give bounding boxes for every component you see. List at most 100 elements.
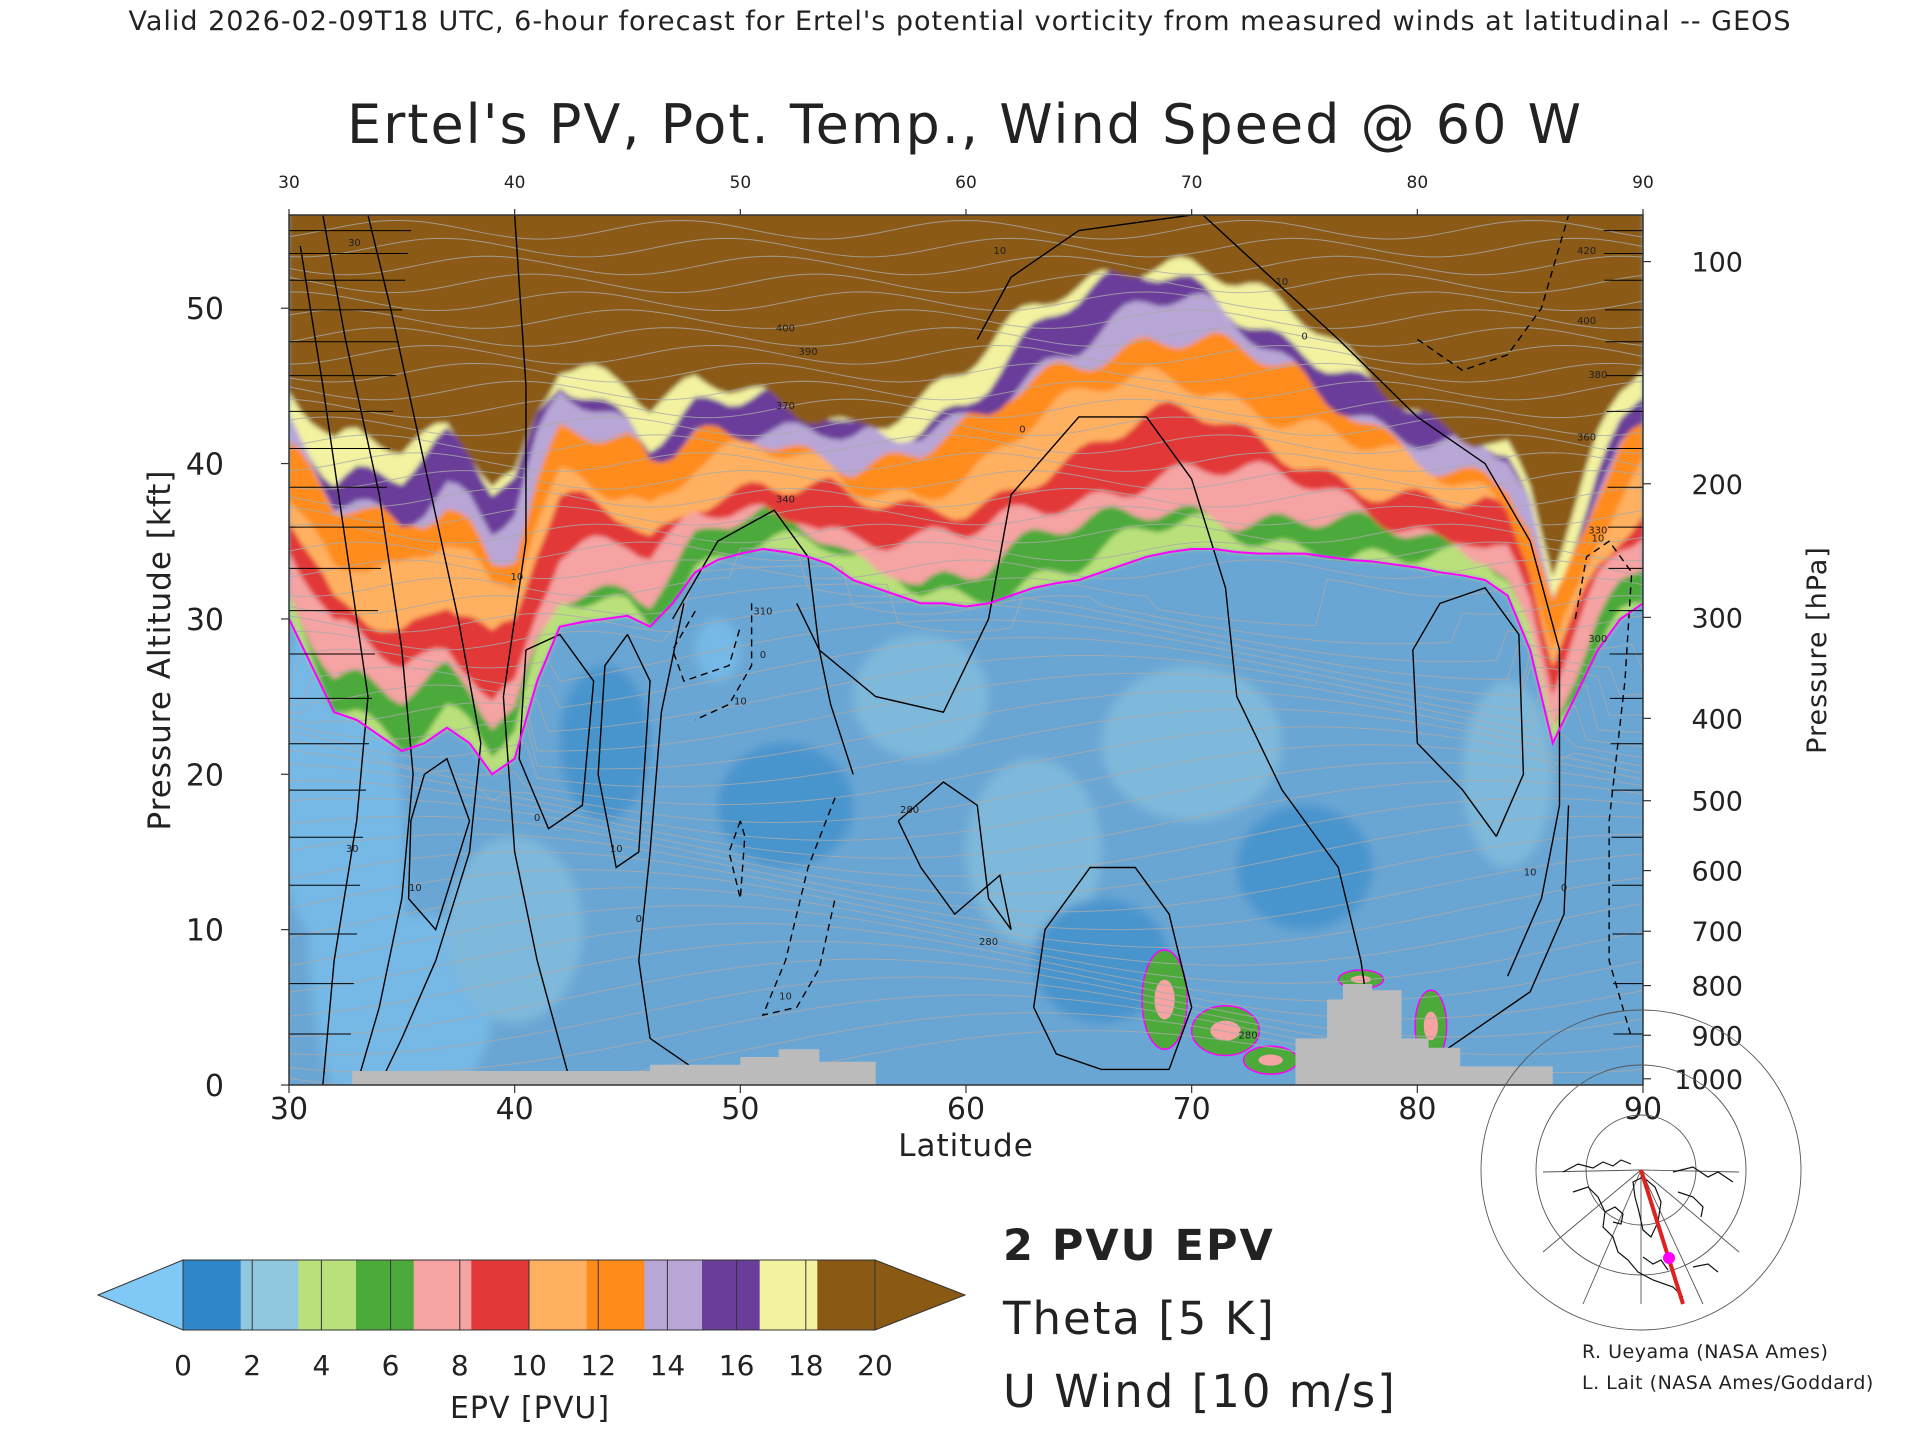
- contour-labels: 10 30 30 10 0 10 0 10 0 10 0 10 0 10 0 10 10 400 390 370 340…: [346, 238, 1608, 1041]
- theta-contour: [289, 708, 1643, 788]
- theta-contour-label: 380: [1588, 370, 1607, 381]
- colorbar-tick-label: 4: [312, 1349, 330, 1382]
- theta-contour: [289, 940, 1643, 1020]
- theta-contour: [289, 601, 1643, 681]
- theta-contour: [289, 780, 1643, 859]
- wind-contour-label: 0: [1561, 883, 1567, 894]
- theta-contour-label: 300: [1588, 634, 1607, 645]
- pressure-tick-label: 600: [1691, 857, 1743, 888]
- theta-contour: [289, 619, 1643, 697]
- wind-contour: [1202, 215, 1561, 977]
- colorbar-under-arrow: [96, 1259, 184, 1331]
- theta-contour: [289, 797, 1643, 877]
- map-meridian: [1640, 1169, 1704, 1305]
- wind-contour-negative: [1416, 215, 1570, 372]
- y-tick-label: 40: [186, 448, 224, 483]
- theta-contour: [289, 922, 1643, 1002]
- theta-contour: [289, 309, 1643, 329]
- troposphere-patch: [446, 836, 583, 1023]
- colorbar-tick-label: 20: [857, 1349, 893, 1382]
- theta-contour-label: 340: [776, 494, 795, 505]
- pv-blob-core: [1350, 975, 1372, 984]
- troposphere-patch: [1462, 681, 1553, 868]
- theta-contour: [289, 219, 1643, 240]
- x-tick-label: 30: [270, 1092, 308, 1127]
- locator-map: [1480, 1009, 1802, 1331]
- pv-blob-core: [1210, 1020, 1241, 1041]
- wind-contour: [407, 757, 471, 932]
- wind-contour: [638, 603, 696, 1071]
- pv-blob-core: [1258, 1054, 1283, 1066]
- colorbar-segment: [240, 1260, 299, 1330]
- wind-contour: [672, 416, 1373, 1039]
- colorbar-tick-label: 0: [174, 1349, 192, 1382]
- colorbar-segment: [702, 1260, 761, 1330]
- wind-contour-label: 10: [734, 696, 747, 707]
- pressure-ticks-inner: [289, 215, 1643, 1085]
- x-top-tick-label: 70: [1181, 173, 1203, 193]
- map-coastlines: [1562, 1159, 1734, 1298]
- cross-section-line: [1639, 1169, 1685, 1305]
- theta-contour: [289, 833, 1643, 913]
- y-tick-label: 10: [186, 914, 224, 949]
- troposphere-patch: [717, 743, 854, 868]
- wind-contour: [1439, 805, 1570, 1055]
- theta-contour-label: 280: [979, 937, 998, 948]
- theta-contour: [289, 505, 1643, 526]
- plot-area: 10 30 30 10 0 10 0 10 0 10 0 10 0 10 0 10 10 400 390 370 340…: [289, 215, 1643, 1085]
- theta-contour: [289, 672, 1643, 752]
- theta-contour: [289, 255, 1643, 276]
- wind-contour-label: 10: [1591, 533, 1604, 544]
- pressure-tick-label: 700: [1691, 917, 1743, 948]
- theta-contour: [289, 744, 1643, 823]
- colorbar-tick-label: 8: [451, 1349, 469, 1382]
- wind-contour-label: 0: [1301, 331, 1307, 342]
- wind-contour-label: 0: [1019, 425, 1025, 436]
- pressure-tick-label: 900: [1691, 1021, 1743, 1052]
- wind-contour: [299, 245, 369, 1085]
- colorbar-tick-label: 18: [788, 1349, 824, 1382]
- wind-contour-label: 10: [610, 844, 623, 855]
- pressure-tick-label: 500: [1691, 787, 1743, 818]
- theta-contour: [289, 327, 1643, 347]
- wind-contour-label: 10: [993, 246, 1006, 257]
- pressure-tick-label: 400: [1691, 704, 1743, 735]
- valid-time-header: Valid 2026-02-09T18 UTC, 6-hour forecast…: [128, 6, 1791, 37]
- x-top-tick-label: 40: [504, 173, 526, 193]
- axes: 3030404050506060707080809090010203040501…: [186, 173, 1743, 1127]
- colorbar-tick-label: 14: [650, 1349, 686, 1382]
- wind-contour-label: 10: [409, 883, 422, 894]
- wind-contour-label: 30: [346, 844, 359, 855]
- x-top-tick-label: 90: [1632, 173, 1654, 193]
- colorbar-over-arrow: [874, 1259, 967, 1331]
- wind-contour-label: 0: [760, 650, 766, 661]
- theta-contour-label: 400: [776, 324, 795, 335]
- theta-contour: [289, 523, 1643, 544]
- x-tick-label: 40: [496, 1092, 534, 1127]
- colorbar-segment: [413, 1260, 472, 1330]
- theta-contour-label: 280: [900, 805, 919, 816]
- legend-wind-label: U Wind [10 m/s]: [1003, 1365, 1397, 1418]
- theta-contour-label: 420: [1577, 246, 1596, 257]
- theta-contour: [289, 654, 1643, 733]
- theta-contour: [289, 273, 1643, 294]
- wind-contour-negative: [671, 610, 742, 682]
- troposphere-patch: [853, 634, 989, 759]
- wind-contour-negative: [1574, 540, 1633, 1039]
- colorbar-tick-label: 2: [243, 1349, 261, 1382]
- theta-contour: [289, 416, 1643, 437]
- colorbar-segment: [529, 1260, 588, 1330]
- troposphere-texture: [289, 618, 1553, 1085]
- wind-contour: [502, 215, 572, 1085]
- tropopause-2pvu: [289, 548, 1643, 776]
- legend-theta-label: Theta [5 K]: [1002, 1292, 1276, 1345]
- theta-contour: [289, 362, 1643, 383]
- wind-contour: [1032, 866, 1193, 1071]
- theta-contour-label: 310: [753, 606, 772, 617]
- colorbar-label: EPV [PVU]: [450, 1391, 610, 1426]
- x-top-tick-label: 80: [1407, 173, 1429, 193]
- theta-contour: [289, 237, 1643, 258]
- terrain: [352, 984, 1553, 1085]
- wind-contour: [597, 634, 651, 869]
- colorbar-tick-label: 10: [511, 1349, 547, 1382]
